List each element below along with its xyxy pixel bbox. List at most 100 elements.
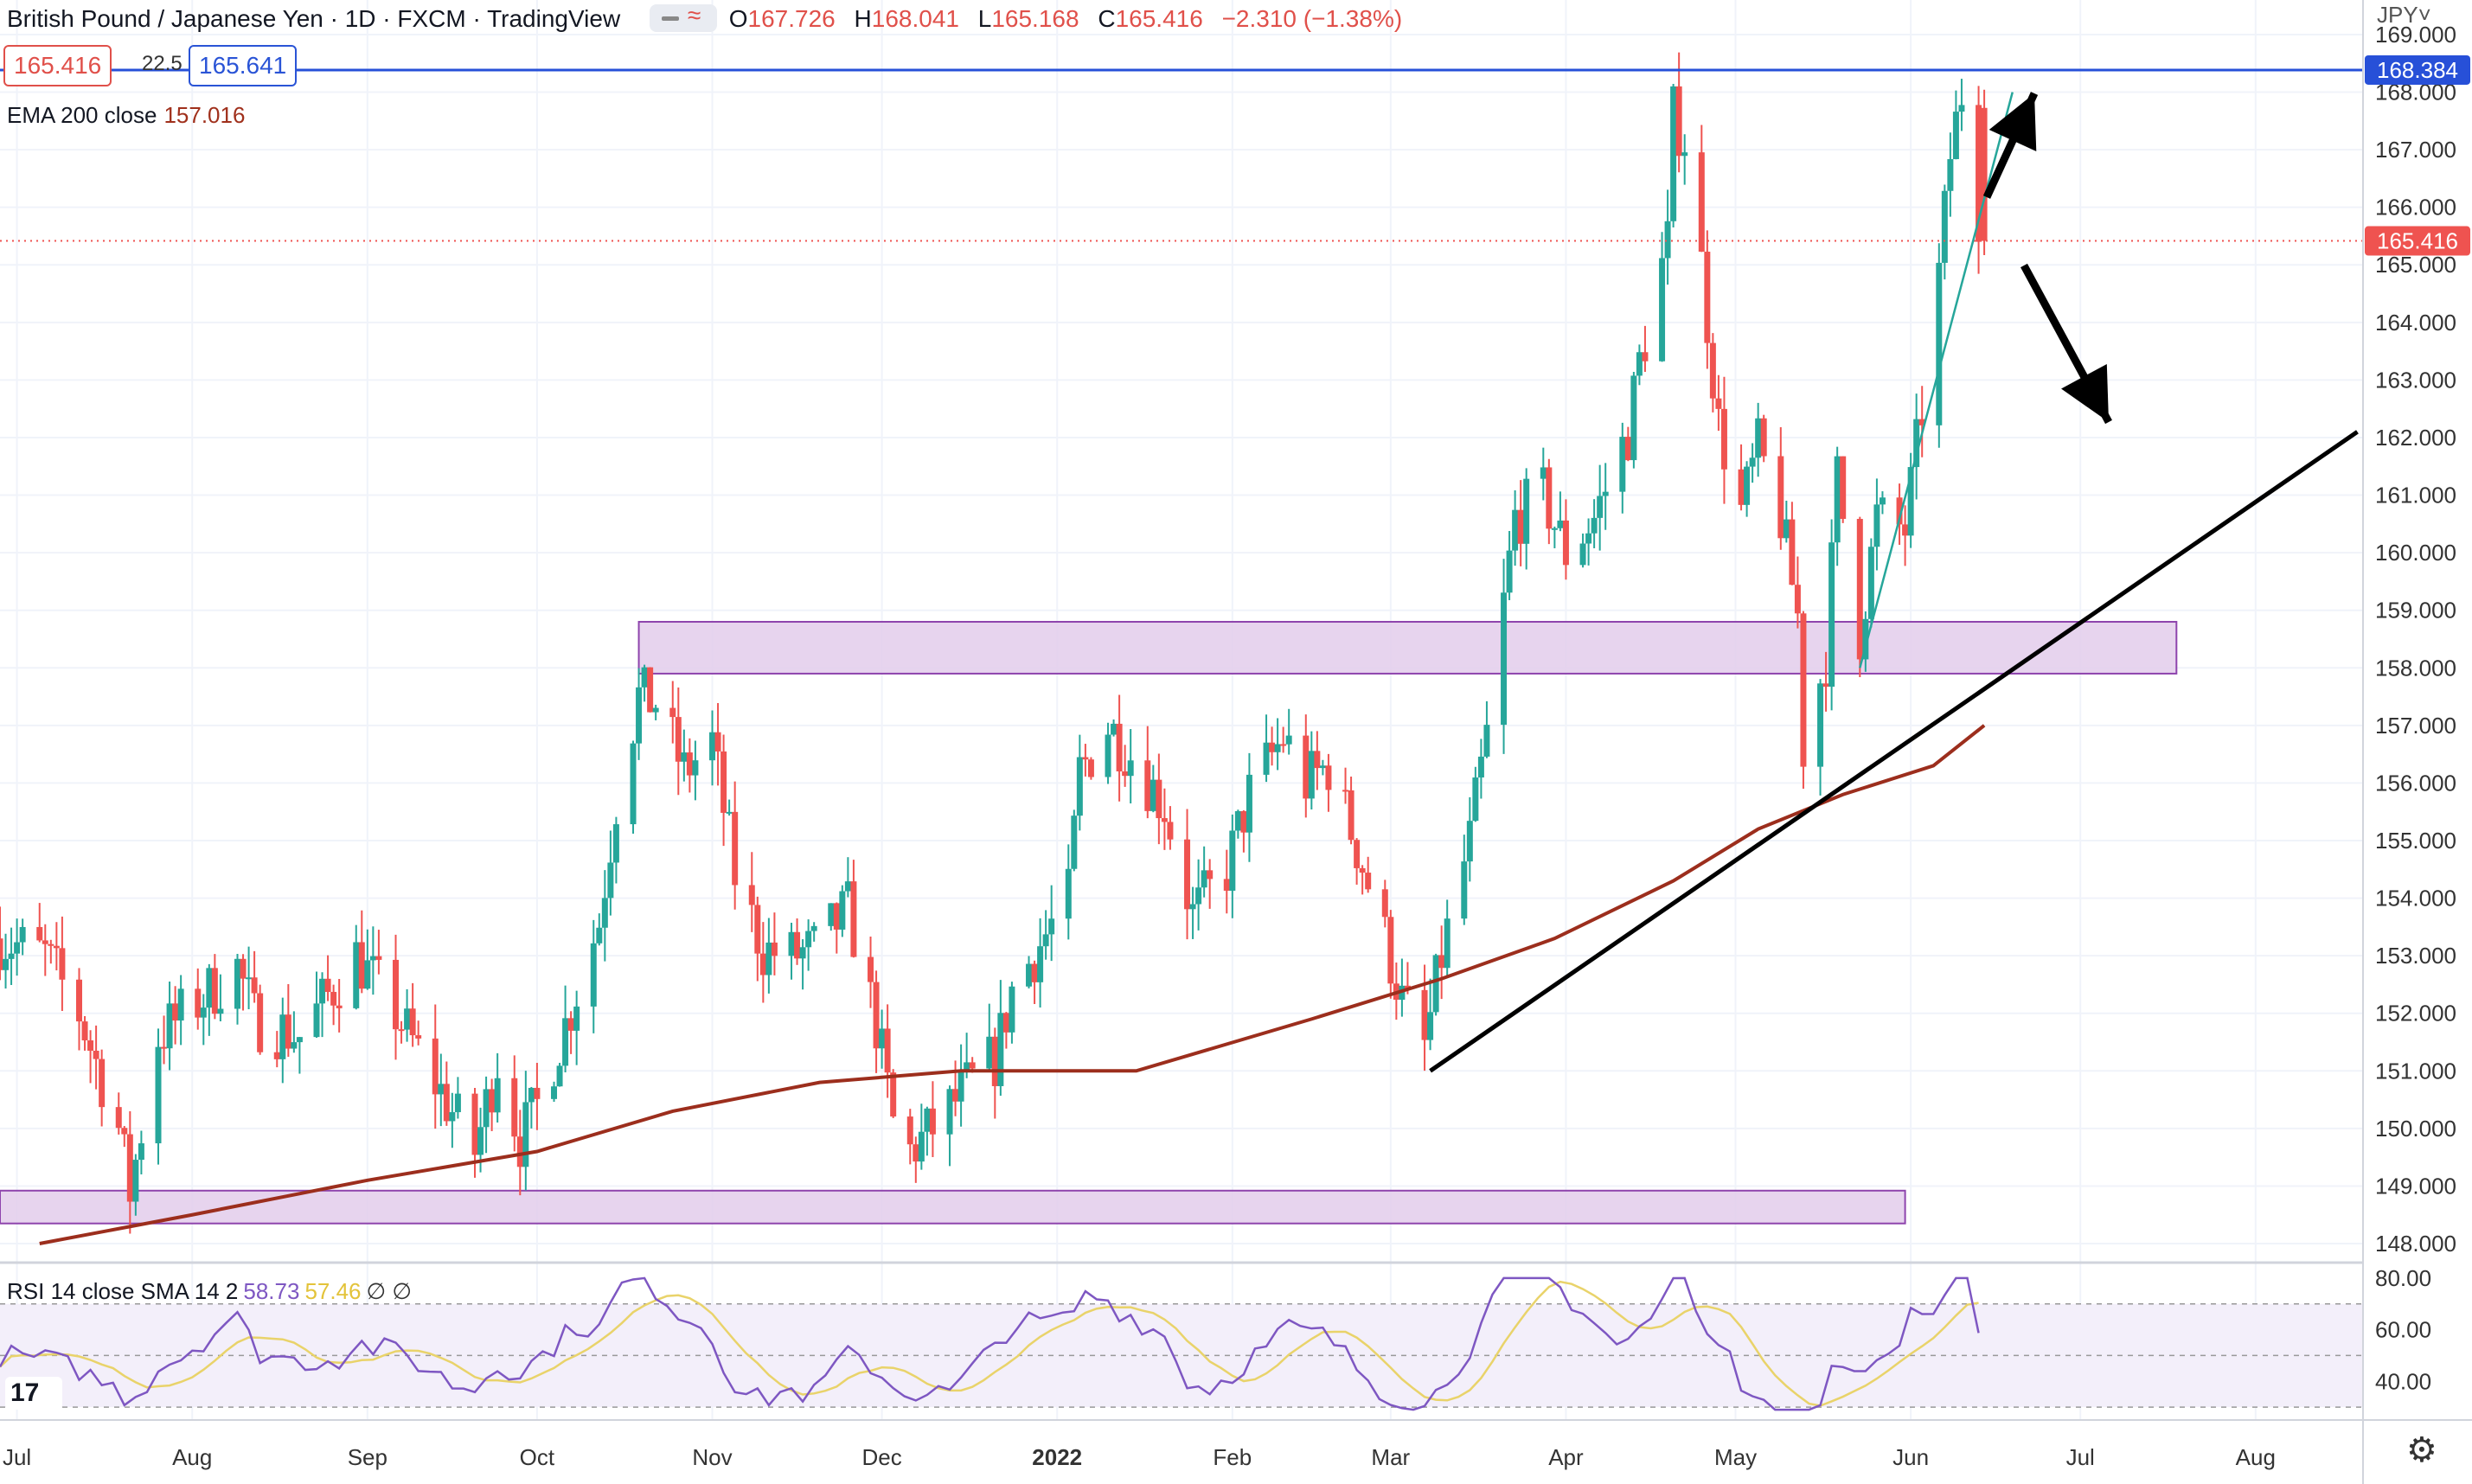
y-tick-label: 153.000 [2375, 943, 2456, 969]
candle-body [1483, 725, 1490, 757]
candle-body [1681, 152, 1688, 157]
candle-body [1517, 509, 1524, 544]
candle-body [1438, 955, 1445, 969]
candle-body [1659, 258, 1666, 361]
candle-body [1501, 592, 1508, 726]
candle-body [1071, 816, 1078, 869]
candle-body [1076, 757, 1083, 816]
candle-body [404, 1008, 411, 1030]
candle-body [1551, 528, 1558, 530]
candle-body [1709, 342, 1716, 399]
candle-body [234, 958, 241, 1009]
candle-body [477, 1127, 484, 1155]
y-tick-label: 162.000 [2375, 425, 2456, 451]
candle-body [1167, 822, 1174, 840]
candle-body [1359, 867, 1366, 873]
candle-body [732, 811, 739, 886]
rsi-sma-legend-value: 57.46 [304, 1278, 362, 1304]
buy-price-button[interactable]: 165.641 [189, 45, 298, 86]
candle-body [794, 931, 801, 959]
candle-body [590, 943, 597, 1007]
candle-body [551, 1086, 558, 1099]
candle-body [48, 943, 54, 946]
candle-body [1540, 467, 1547, 479]
candle-body [240, 958, 247, 979]
rsi-tick-label: 80.00 [2375, 1265, 2431, 1291]
x-tick-label: Aug [2236, 1444, 2276, 1470]
candle-body [692, 760, 699, 776]
candle-body [257, 993, 264, 1052]
candle-body [1896, 497, 1903, 525]
candle-body [748, 885, 755, 905]
candle-body [1862, 618, 1869, 660]
candle-body [1506, 550, 1513, 593]
candle-body [0, 938, 3, 970]
x-tick-label: Jun [1892, 1444, 1929, 1470]
candle-body [53, 945, 60, 949]
candle-body [1670, 86, 1677, 221]
y-tick-label: 156.000 [2375, 770, 2456, 796]
candle-body [913, 1144, 919, 1162]
y-tick-label: 160.000 [2375, 540, 2456, 566]
candle-body [534, 1087, 541, 1099]
candle-body [1269, 742, 1276, 752]
candle-body [1082, 757, 1089, 760]
x-tick-label: 2022 [1032, 1444, 1082, 1470]
wave-icon: ≈ [687, 1, 701, 29]
rsi-legend[interactable]: RSI 14 close SMA 14 2 58.73 57.46 ∅ ∅ [7, 1278, 412, 1305]
candle-body [1879, 497, 1886, 505]
candle-body [957, 1071, 964, 1102]
high-value: 168.041 [871, 5, 959, 32]
candle-body [805, 931, 812, 948]
candle-body [1597, 496, 1604, 518]
candle-body [1308, 751, 1315, 799]
x-tick-label: Aug [172, 1444, 212, 1470]
tradingview-logo[interactable]: 17 [5, 1377, 62, 1410]
candle-body [1122, 771, 1129, 777]
candle-body [1466, 821, 1473, 862]
candle-body [251, 977, 258, 994]
candle-body [1285, 735, 1292, 745]
candle-body [884, 1028, 891, 1073]
candle-body [1557, 520, 1564, 528]
x-tick-label: Jul [3, 1444, 31, 1470]
candle-body [997, 1013, 1004, 1086]
candle-body [759, 953, 766, 975]
candle-body [924, 1108, 931, 1132]
candle-body [511, 1078, 518, 1137]
candle-body [1274, 744, 1281, 752]
candle-body [1348, 790, 1354, 841]
open-label: O [728, 5, 748, 32]
candle-body [1037, 946, 1044, 982]
candle-body [166, 1003, 173, 1049]
y-tick-label: 150.000 [2375, 1116, 2456, 1142]
candle-body [1760, 418, 1767, 457]
y-tick-label: 149.000 [2375, 1173, 2456, 1199]
candle-body [1207, 870, 1214, 880]
candle-body [1755, 418, 1762, 458]
y-tick-label: 157.000 [2375, 713, 2456, 739]
candle-body [771, 942, 778, 956]
x-tick-label: Sep [348, 1444, 387, 1470]
ema-legend[interactable]: EMA 200 close 157.016 [7, 102, 245, 129]
y-tick-label: 152.000 [2375, 1001, 2456, 1027]
candle-body [1976, 105, 1982, 242]
ema-legend-label: EMA 200 close [7, 102, 157, 128]
candle-body [1116, 723, 1123, 771]
candle-body [1303, 735, 1310, 799]
x-tick-label: Jul [2066, 1444, 2095, 1470]
y-tick-label: 165.000 [2375, 252, 2456, 278]
spread-value: 22.5 [142, 52, 183, 75]
visibility-toggle[interactable]: ≈ [649, 1, 717, 32]
candle-body [494, 1078, 501, 1113]
candle-body [596, 927, 603, 943]
currency-selector[interactable]: JPY˅ [2377, 2, 2431, 28]
symbol-title[interactable]: British Pound / Japanese Yen · 1D · FXCM… [7, 5, 621, 32]
sell-price-button[interactable]: 165.416 [3, 45, 112, 86]
gear-icon[interactable]: ⚙ [2406, 1431, 2437, 1469]
candle-body [1009, 986, 1015, 1033]
x-tick-label: Nov [692, 1444, 732, 1470]
candle-body [1749, 457, 1756, 467]
